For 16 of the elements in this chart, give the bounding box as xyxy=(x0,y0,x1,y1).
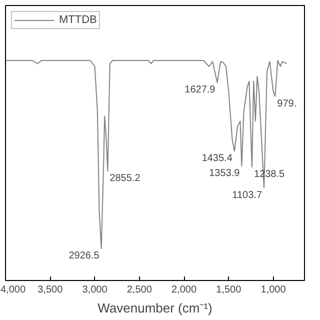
x-tick-label: 3,500 xyxy=(38,284,64,296)
x-tick-label: 2,000 xyxy=(171,284,197,296)
annotation: 979. xyxy=(277,98,297,110)
annotation: 1627.9 xyxy=(184,84,216,96)
annotation: 1103.7 xyxy=(232,190,262,201)
x-tick-label: 1,500 xyxy=(216,284,242,296)
annotation: 1435.4 xyxy=(202,153,233,164)
x-tick-label: 3,000 xyxy=(82,284,108,296)
annotation: 2926.5 xyxy=(68,250,100,262)
annotation: 1353.9 xyxy=(209,168,240,180)
legend-label: MTTDB xyxy=(59,14,97,26)
annotation: 2855.2 xyxy=(110,172,141,184)
x-tick-label: 1,000 xyxy=(260,284,286,296)
x-tick-label: 4,000 xyxy=(0,284,26,296)
x-axis-title: Wavenumber (cm⁻¹) xyxy=(98,300,212,316)
x-tick-label: 2,500 xyxy=(126,284,152,296)
